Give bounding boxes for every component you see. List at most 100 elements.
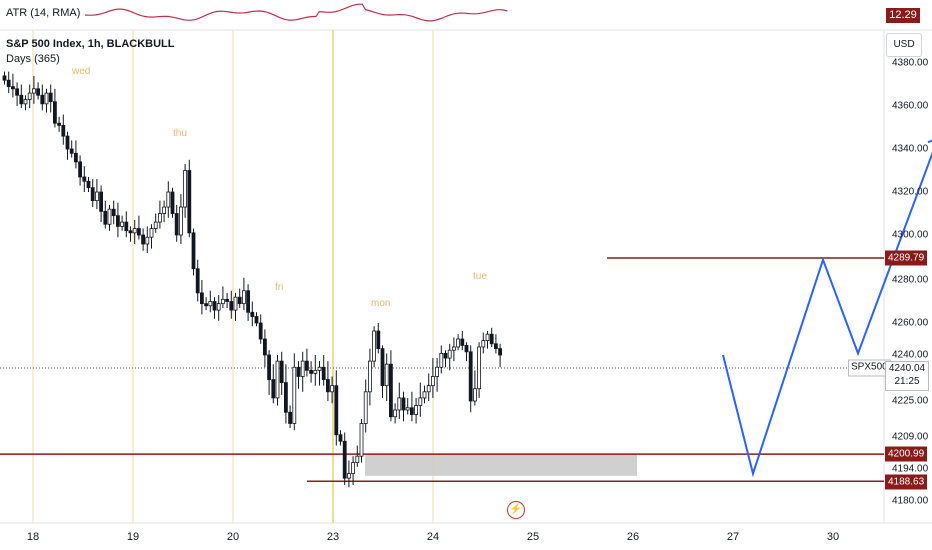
candle-body [250,311,255,317]
candle-body [456,338,461,348]
y-tick-label: 4360.00 [892,100,929,112]
x-tick-label: 18 [26,531,40,543]
candle-body [376,330,381,350]
candle-body [162,206,167,214]
candle-body [241,290,246,305]
candle-body [359,423,364,457]
candle-body [208,301,213,307]
candle-body [334,385,339,436]
candle-body [141,234,146,245]
candle-body [363,391,368,424]
candle-body [489,333,494,345]
candle-body [367,360,372,393]
x-tick-label: 23 [326,531,340,543]
level-badge-4188[interactable]: 4188.63 [885,474,928,490]
candle-body [124,221,129,232]
chart-title[interactable]: S&P 500 Index, 1h, BLACKBULL [6,38,175,50]
candle-body [422,391,427,399]
y-tick-label: 4380.00 [892,57,929,69]
candle-body [27,92,32,100]
level-badge-4289[interactable]: 4289.79 [885,250,928,266]
y-tick-label: 4260.00 [892,317,929,329]
candle-body [15,88,20,96]
candle-body [443,352,448,359]
candle-body [187,170,192,234]
candle-body [485,333,490,342]
candle-body [216,303,221,311]
candle-body [493,343,498,349]
x-tick-label: 24 [426,531,440,543]
candle-body [300,360,305,377]
candle-body [262,338,267,356]
candle-body [183,170,188,208]
candle-body [199,292,204,305]
candle-body [78,161,82,178]
x-tick-label: 27 [726,531,740,543]
candle-body [157,213,162,223]
candle-body [170,191,175,214]
candle-body [472,388,477,402]
atr-value-badge: 12.29 [886,8,920,23]
flash-icon[interactable]: ⚡ [507,501,525,519]
candle-body [40,94,45,105]
day-annotation-tue: tue [473,271,487,282]
candle-body [220,298,225,305]
candle-body [65,135,70,150]
candle-body [136,228,141,236]
candle-body [120,221,124,227]
candle-body [178,206,183,236]
candle-body [317,366,322,371]
current-price-badge: 4240.04 21:25 [885,361,929,391]
y-tick-label: 4280.00 [892,274,929,286]
candle-body [468,351,473,402]
candle-body [288,411,293,424]
candle-body [309,369,314,374]
candle-body [426,385,431,393]
candle-body [409,407,414,415]
candle-body [90,187,95,201]
candle-body [313,369,318,374]
demand-zone [365,454,637,476]
candle-body [342,440,347,479]
candle-body [132,228,137,234]
candle-body [195,268,200,294]
candle-body [258,322,263,340]
candle-body [397,397,402,411]
candle-body [325,379,330,393]
currency-button[interactable]: USD [886,33,922,57]
candle-body [74,152,78,163]
candle-body [166,191,171,208]
candle-body [435,366,440,377]
candle-body [153,221,158,229]
candle-body [128,230,133,234]
candle-body [145,236,150,245]
days-indicator-label[interactable]: Days (365) [6,53,60,65]
candle-body [304,360,309,371]
candle-body [388,363,393,418]
current-price-value: 4240.04 [888,363,926,374]
candle-body [384,363,389,387]
y-tick-label: 4240.00 [892,349,929,361]
candle-body [275,360,280,399]
candle-body [116,215,120,227]
candle-body [6,79,11,88]
candle-body [2,75,7,81]
level-badge-4200[interactable]: 4200.99 [885,446,928,462]
candle-body [233,296,238,311]
candle-body [69,148,74,154]
candle-body [414,405,419,415]
candle-body [330,385,335,393]
candle-body [174,213,179,236]
day-annotation-wed: wed [72,66,91,77]
candle-body [107,208,112,225]
candle-body [279,360,284,383]
day-annotation-thu: thu [173,128,187,139]
candle-body [380,348,385,387]
candle-body [418,397,423,406]
candle-body [36,88,40,96]
x-tick-label: 25 [526,531,540,543]
candle-body [372,330,377,362]
y-tick-label: 4320.00 [892,186,929,198]
y-tick-label: 4225.00 [892,395,929,407]
